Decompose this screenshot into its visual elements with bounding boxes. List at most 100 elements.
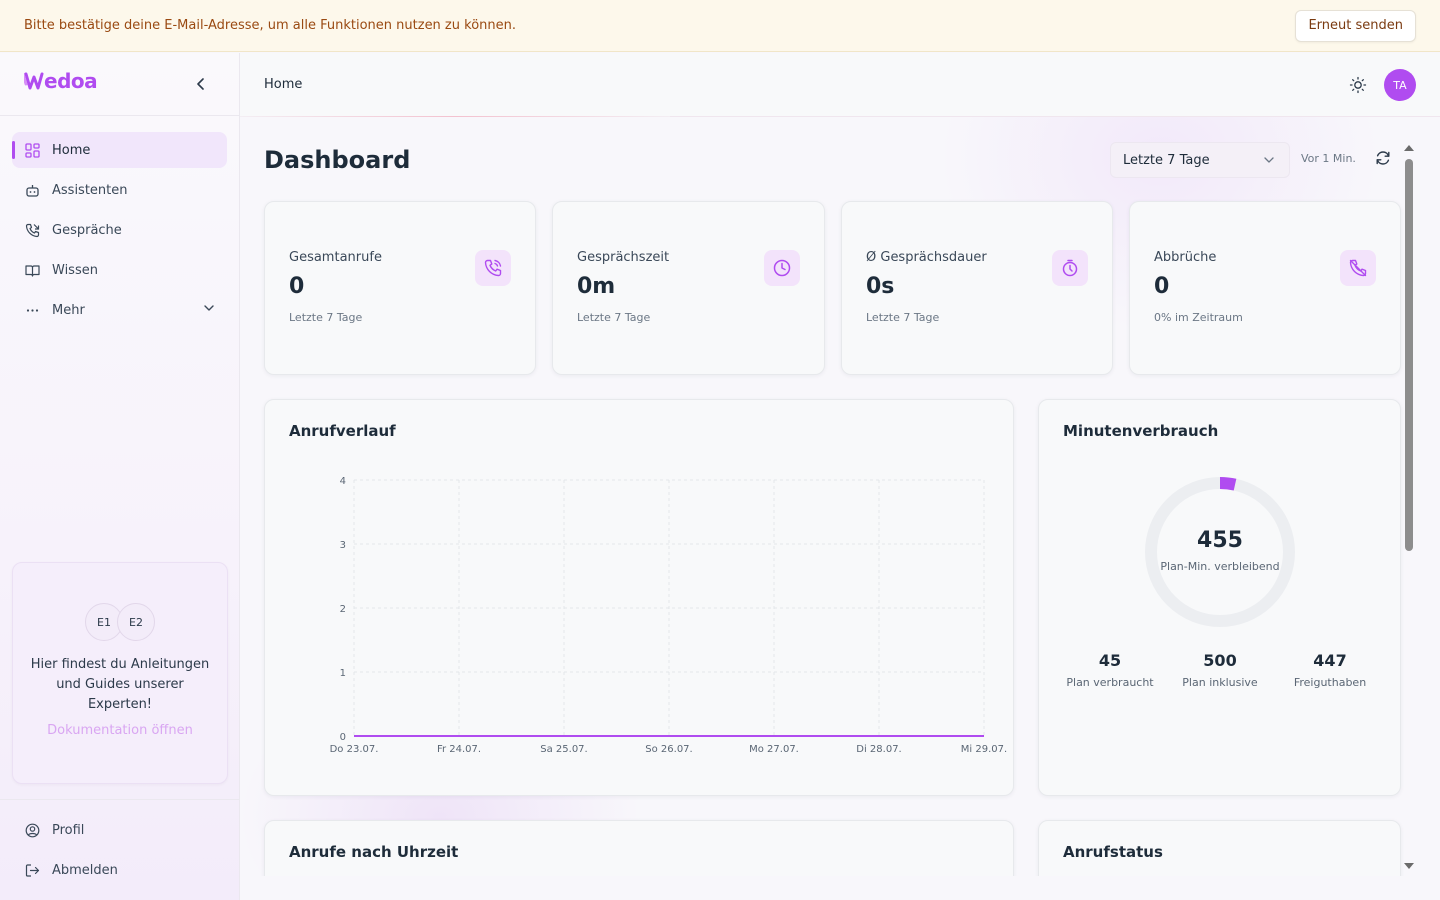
user-avatar[interactable]: TA	[1384, 69, 1416, 101]
page-title: Dashboard	[264, 146, 411, 174]
donut-used-arc	[1145, 477, 1295, 627]
stat-label: Gesamtanrufe	[289, 250, 382, 265]
stat-card-abandoned: Abbrüche 0 0% im Zeitraum	[1129, 201, 1401, 375]
x-tick-label: Mi 29.07.	[961, 744, 1007, 755]
banner-text: Bitte bestätige deine E-Mail-Adresse, um…	[24, 18, 516, 33]
expert-avatars: E1 E2	[13, 603, 227, 641]
x-tick-label: Di 28.07.	[856, 744, 901, 755]
sidebar-item-label: Gespräche	[52, 222, 122, 238]
minutes-stat-label: Freiguthaben	[1293, 676, 1367, 689]
collapse-sidebar-button[interactable]	[191, 74, 211, 94]
phone-icon	[24, 222, 40, 238]
sidebar-item-home[interactable]: Home	[12, 132, 227, 168]
stat-value: 0s	[866, 274, 895, 299]
minutes-donut-chart	[1145, 477, 1295, 627]
scroll-up-arrow-icon[interactable]	[1404, 145, 1414, 151]
chevron-left-icon	[197, 78, 204, 90]
minutes-stat-label: Plan verbraucht	[1066, 676, 1154, 689]
sidebar-item-mehr[interactable]: Mehr	[12, 292, 227, 328]
call-history-chart: 0 1 2 3 4 Do 23.07. Fr 24.07. Sa 25.07. So 26.07…	[330, 476, 1008, 755]
help-text: Hier findest du Anleitungen und Guides u…	[30, 657, 210, 712]
phone-call-icon	[475, 250, 511, 286]
theme-toggle-button[interactable]	[1348, 75, 1368, 95]
stat-subtext: 0% im Zeitraum	[1154, 311, 1243, 324]
y-tick-label: 4	[340, 476, 346, 487]
sidebar-item-label: Wissen	[52, 262, 98, 278]
stat-card-call-time: Gesprächszeit 0m Letzte 7 Tage	[552, 201, 825, 375]
x-tick-label: Sa 25.07.	[540, 744, 587, 755]
stat-value: 0	[289, 274, 305, 299]
x-tick-label: Do 23.07.	[330, 744, 379, 755]
minutes-stat-value: 500	[1203, 651, 1237, 670]
last-updated: Vor 1 Min.	[1301, 152, 1356, 165]
sidebar-item-wissen[interactable]: Wissen	[12, 252, 227, 288]
sidebar-item-label: Abmelden	[52, 862, 118, 878]
documentation-link[interactable]: Dokumentation öffnen	[47, 723, 193, 738]
date-range-value: Letzte 7 Tage	[1123, 152, 1210, 168]
clock-icon	[764, 250, 800, 286]
refresh-icon	[1376, 151, 1390, 165]
date-range-select[interactable]: Letzte 7 Tage	[1110, 142, 1290, 178]
stat-subtext: Letzte 7 Tage	[289, 311, 363, 324]
svg-text:edoa: edoa	[44, 69, 97, 93]
chevron-down-icon	[203, 302, 215, 318]
sidebar-header: edoa	[0, 53, 239, 116]
stat-label: Gesprächszeit	[577, 250, 670, 265]
card-title: Anrufe nach Uhrzeit	[289, 843, 459, 861]
more-icon	[24, 302, 40, 318]
x-tick-label: Fr 24.07.	[437, 744, 481, 755]
scrollbar[interactable]	[1403, 141, 1415, 876]
sidebar-item-gespraeche[interactable]: Gespräche	[12, 212, 227, 248]
email-verification-banner: Bitte bestätige deine E-Mail-Adresse, um…	[0, 0, 1440, 52]
minutes-stat-included: 500 Plan inklusive	[1165, 651, 1275, 689]
stat-label: Abbrüche	[1154, 250, 1217, 265]
sidebar-item-profil[interactable]: Profil	[12, 812, 227, 848]
remaining-minutes-label: Plan-Min. verbleibend	[1160, 560, 1280, 573]
stat-value: 0	[1154, 274, 1170, 299]
sidebar-nav: Home Assistenten Gespräche Wissen Mehr	[0, 116, 239, 328]
sidebar-item-label: Assistenten	[52, 182, 128, 198]
x-tick-label: Mo 27.07.	[749, 744, 799, 755]
sidebar-bottom: Profil Abmelden	[0, 799, 239, 892]
chevron-down-icon	[1263, 154, 1275, 170]
stat-card-avg-duration: Ø Gesprächsdauer 0s Letzte 7 Tage	[841, 201, 1113, 375]
main-content: Dashboard Letzte 7 Tage Vor 1 Min. Gesam…	[240, 117, 1440, 876]
call-history-card: Anrufverlauf 0 1 2 3 4 Do 23.07. Fr 24.07. Sa 2…	[264, 399, 1014, 796]
top-header: Home TA	[240, 53, 1440, 117]
stopwatch-icon	[1052, 250, 1088, 286]
call-status-card: Anrufstatus	[1038, 820, 1401, 876]
minutes-usage-card: Minutenverbrauch 455 Plan-Min. verbleibe…	[1038, 399, 1401, 796]
remaining-minutes-value: 455	[1197, 528, 1243, 553]
sidebar-item-label: Profil	[52, 822, 85, 838]
breadcrumb[interactable]: Home	[264, 77, 303, 92]
logout-icon	[24, 862, 40, 878]
y-tick-label: 2	[340, 604, 346, 615]
x-tick-label: So 26.07.	[645, 744, 692, 755]
card-title: Anrufstatus	[1063, 843, 1163, 861]
sidebar: edoa Home Assistenten Gespräche	[0, 53, 240, 900]
scroll-down-arrow-icon[interactable]	[1404, 863, 1414, 869]
refresh-button[interactable]	[1374, 149, 1392, 167]
card-title: Minutenverbrauch	[1063, 422, 1219, 440]
sun-icon	[1349, 76, 1367, 94]
grid-icon	[24, 142, 40, 158]
minutes-stat-credit: 447 Freiguthaben	[1275, 651, 1385, 689]
logo[interactable]: edoa	[21, 69, 110, 99]
y-tick-label: 0	[340, 732, 346, 743]
user-circle-icon	[24, 822, 40, 838]
scrollbar-thumb[interactable]	[1405, 159, 1413, 551]
avatar: E2	[117, 603, 155, 641]
card-title: Anrufverlauf	[289, 422, 396, 440]
resend-email-button[interactable]: Erneut senden	[1295, 9, 1416, 42]
minutes-stat-used: 45 Plan verbraucht	[1055, 651, 1165, 689]
minutes-stat-value: 447	[1313, 651, 1347, 670]
stat-value: 0m	[577, 274, 616, 299]
sidebar-item-label: Home	[52, 142, 91, 158]
help-card: E1 E2 Hier findest du Anleitungen und Gu…	[12, 562, 228, 784]
sidebar-item-assistenten[interactable]: Assistenten	[12, 172, 227, 208]
stat-label: Ø Gesprächsdauer	[866, 250, 987, 265]
calls-by-hour-card: Anrufe nach Uhrzeit	[264, 820, 1014, 876]
minutes-stat-value: 45	[1098, 651, 1122, 670]
stat-card-total-calls: Gesamtanrufe 0 Letzte 7 Tage	[264, 201, 536, 375]
sidebar-item-abmelden[interactable]: Abmelden	[12, 852, 227, 888]
